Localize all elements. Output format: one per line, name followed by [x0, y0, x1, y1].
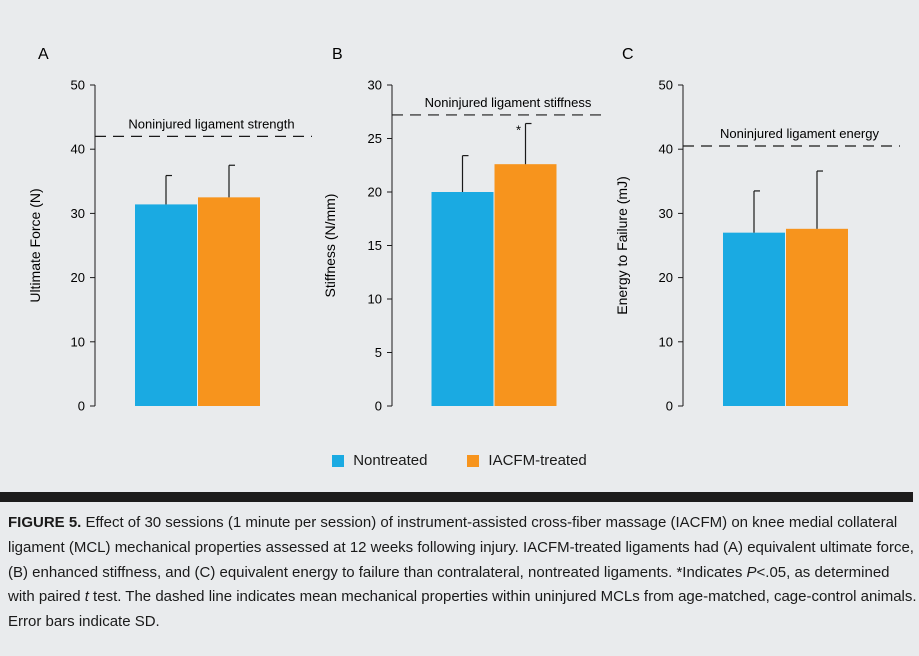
reference-label-b: Noninjured ligament stiffness	[425, 95, 592, 110]
legend-item-nontreated: Nontreated	[332, 452, 427, 469]
significance-marker-b: *	[516, 123, 521, 138]
y-axis-title-b: Stiffness (N/mm)	[322, 194, 338, 298]
bar-c-iacfm-treated	[786, 228, 848, 406]
bar-b-nontreated	[431, 192, 494, 406]
y-tick-label-b: 25	[368, 131, 382, 146]
caption-text-1: Effect of 30 sessions (1 minute per sess…	[8, 514, 914, 581]
panel-letter-a: A	[38, 46, 49, 63]
y-tick-label-b: 0	[375, 399, 382, 414]
y-tick-label-a: 0	[78, 399, 85, 414]
y-tick-label-a: 50	[71, 78, 85, 93]
caption-t-symbol: t	[84, 588, 89, 606]
y-axis-title-a: Ultimate Force (N)	[27, 188, 43, 302]
y-tick-label-b: 10	[368, 292, 382, 307]
y-tick-label-b: 20	[368, 185, 382, 200]
bar-a-iacfm-treated	[198, 197, 260, 406]
y-axis-title-c: Energy to Failure (mJ)	[614, 176, 630, 314]
legend-label-nontreated: Nontreated	[353, 452, 428, 469]
panel-letter-b: B	[332, 46, 343, 63]
y-tick-label-a: 10	[71, 334, 85, 349]
panel-letter-c: C	[622, 46, 634, 63]
legend-swatch-nontreated	[332, 454, 345, 467]
y-tick-label-c: 50	[659, 78, 673, 93]
legend: Nontreated IACFM-treated	[0, 452, 919, 469]
bar-c-nontreated	[723, 232, 785, 406]
caption-divider	[0, 492, 913, 502]
legend-item-iacfm-treated: IACFM-treated	[467, 452, 587, 469]
y-tick-label-c: 20	[659, 270, 673, 285]
reference-label-a: Noninjured ligament strength	[128, 116, 294, 131]
caption-text-2: <.05, as determined with paired	[8, 563, 890, 606]
y-tick-label-a: 40	[71, 142, 85, 157]
y-tick-label-b: 15	[368, 238, 382, 253]
legend-label-iacfm-treated: IACFM-treated	[488, 452, 587, 469]
figure-caption: FIGURE 5. Effect of 30 sessions (1 minut…	[8, 511, 918, 635]
y-tick-label-c: 30	[659, 206, 673, 221]
y-tick-label-c: 10	[659, 334, 673, 349]
bar-a-nontreated	[135, 204, 197, 406]
y-tick-label-c: 40	[659, 142, 673, 157]
bar-b-iacfm-treated	[494, 164, 557, 406]
y-tick-label-b: 5	[375, 345, 382, 360]
reference-label-c: Noninjured ligament energy	[720, 126, 879, 141]
caption-text-3: test. The dashed line indicates mean mec…	[8, 588, 917, 631]
y-tick-label-a: 30	[71, 206, 85, 221]
caption-label: FIGURE 5.	[8, 514, 82, 531]
y-tick-label-b: 30	[368, 78, 382, 93]
y-tick-label-a: 20	[71, 270, 85, 285]
legend-swatch-iacfm-treated	[467, 454, 480, 467]
caption-p-symbol: P	[746, 563, 757, 581]
y-tick-label-c: 0	[666, 399, 673, 414]
